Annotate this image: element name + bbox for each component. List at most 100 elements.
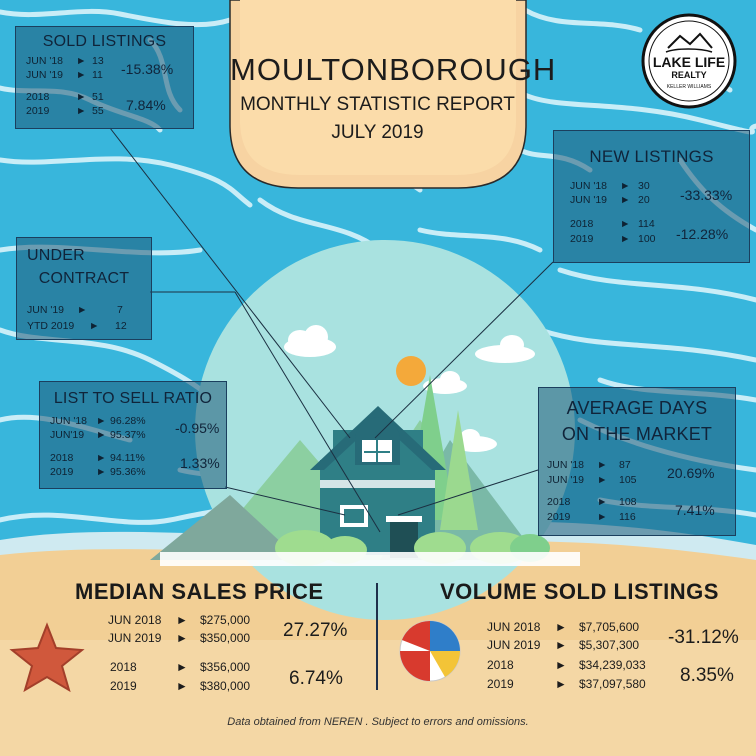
row-label: 2018 — [547, 496, 571, 508]
row-label: 2018 — [487, 658, 514, 672]
mp-pct-month: 27.27% — [283, 620, 348, 641]
arrow-icon: ► — [597, 511, 608, 523]
sold-pct-year: 7.84% — [126, 97, 166, 113]
new-row-1: JUN '18 ► 30 — [570, 180, 650, 192]
row-value: $380,000 — [200, 679, 251, 693]
under-contract-title-2: CONTRACT — [38, 270, 130, 287]
arrow-icon: ► — [555, 638, 567, 652]
arrow-icon: ► — [76, 69, 87, 81]
row-label: JUN '19 — [570, 194, 608, 206]
row-label: JUN 2018 — [487, 620, 541, 634]
mp-row-1: JUN 2018 ► $275,000 — [108, 613, 250, 627]
row-label: JUN '18 — [570, 180, 608, 192]
arrow-icon: ► — [597, 496, 608, 508]
logo-mark — [641, 13, 737, 109]
row-label: 2018 — [110, 660, 137, 674]
row-label: 2018 — [50, 452, 74, 464]
row-value: 20 — [638, 194, 650, 206]
new-pct-month: -33.33% — [680, 187, 733, 203]
footer-disclaimer: Data obtained from NEREN . Subject to er… — [227, 716, 529, 728]
lts-row-4: 2019 ► 95.36% — [50, 466, 146, 478]
row-value: $5,307,300 — [579, 638, 640, 652]
lts-pct-month: -0.95% — [175, 420, 220, 436]
row-label: JUN '18 — [547, 459, 585, 471]
row-label: 2019 — [110, 679, 137, 693]
sold-listings-panel: SOLD LISTINGS JUN '18 ► 13 JUN '19 ► 11 … — [15, 26, 194, 129]
arrow-icon: ► — [96, 466, 107, 478]
vs-pct-year: 8.35% — [680, 665, 734, 686]
row-value: 13 — [92, 55, 104, 67]
lake-life-logo: LAKE LIFE REALTY KELLER WILLIAMS — [640, 12, 738, 110]
mountain-left — [150, 495, 300, 560]
row-value: 95.37% — [110, 429, 146, 441]
new-listings-panel: NEW LISTINGS JUN '18 ► 30 JUN '19 ► 20 2… — [553, 130, 750, 263]
arrow-icon: ► — [96, 415, 107, 427]
row-label: 2019 — [547, 511, 571, 523]
row-label: JUN '18 — [26, 55, 64, 67]
lts-row-1: JUN '18 ► 96.28% — [50, 415, 146, 427]
row-value: $350,000 — [200, 631, 251, 645]
adm-row-2: JUN '19 ► 105 — [547, 474, 637, 486]
lts-pct-year: 1.33% — [180, 455, 220, 471]
row-label: JUN 2019 — [108, 631, 162, 645]
uc-row-1: JUN '19 ► 7 — [27, 304, 123, 316]
arrow-icon: ► — [620, 180, 631, 192]
shore-line — [160, 552, 580, 566]
vs-pct-month: -31.12% — [668, 627, 739, 648]
vs-row-1: JUN 2018 ► $7,705,600 — [487, 620, 639, 634]
report-subtitle: MONTHLY STATISTIC REPORT — [240, 94, 515, 115]
row-label: 2018 — [26, 91, 50, 103]
row-value: $34,239,033 — [579, 658, 646, 672]
page-title: MOULTONBOROUGH — [230, 52, 557, 87]
row-value: $356,000 — [200, 660, 251, 674]
median-price-title: MEDIAN SALES PRICE — [75, 579, 324, 604]
arrow-icon: ► — [597, 459, 608, 471]
row-value: 108 — [619, 496, 637, 508]
arrow-icon: ► — [96, 452, 107, 464]
row-label: JUN '19 — [27, 304, 65, 316]
adm-row-4: 2019 ► 116 — [547, 511, 636, 523]
vs-row-4: 2019 ► $37,097,580 — [487, 677, 646, 691]
sold-pct-month: -15.38% — [121, 61, 174, 77]
logo-text-sub: REALTY — [671, 70, 707, 80]
avg-days-title-2: ON THE MARKET — [561, 424, 713, 444]
arrow-icon: ► — [176, 679, 188, 693]
row-value: $275,000 — [200, 613, 251, 627]
arrow-icon: ► — [620, 194, 631, 206]
row-value: 12 — [115, 320, 127, 332]
list-to-sell-panel: LIST TO SELL RATIO JUN '18 ► 96.28% JUN'… — [39, 381, 227, 489]
row-label: JUN 2018 — [108, 613, 162, 627]
arrow-icon: ► — [555, 658, 567, 672]
arrow-icon: ► — [89, 320, 100, 332]
beach-ball-icon — [399, 620, 461, 682]
arrow-icon: ► — [176, 613, 188, 627]
row-value: 116 — [619, 511, 636, 523]
avg-days-title-1: AVERAGE DAYS — [566, 398, 708, 418]
arrow-icon: ► — [76, 55, 87, 67]
row-value: 105 — [619, 474, 637, 486]
logo-text-main: LAKE LIFE — [652, 54, 726, 70]
row-value: 7 — [117, 304, 123, 316]
new-row-2: JUN '19 ► 20 — [570, 194, 650, 206]
lts-row-3: 2018 ► 94.11% — [50, 452, 145, 464]
arrow-icon: ► — [555, 677, 567, 691]
arrow-icon: ► — [77, 304, 88, 316]
avg-days-panel: AVERAGE DAYS ON THE MARKET JUN '18 ► 87 … — [538, 387, 736, 536]
mp-pct-year: 6.74% — [289, 668, 343, 689]
mp-row-3: 2018 ► $356,000 — [110, 660, 250, 674]
row-label: 2019 — [50, 466, 74, 478]
starfish-icon — [9, 622, 85, 693]
clouds — [284, 325, 535, 452]
arrow-icon: ► — [597, 474, 608, 486]
row-label: 2018 — [570, 218, 594, 230]
leader-lines — [109, 127, 554, 533]
under-contract-panel: UNDER CONTRACT JUN '19 ► 7 YTD 2019 ► 12 — [16, 237, 152, 340]
row-label: JUN '19 — [26, 69, 64, 81]
adm-pct-year: 7.41% — [675, 502, 715, 518]
adm-row-1: JUN '18 ► 87 — [547, 459, 631, 471]
row-label: JUN'19 — [50, 429, 85, 441]
row-value: 94.11% — [110, 452, 145, 464]
arrow-icon: ► — [76, 105, 87, 117]
sold-row-1: JUN '18 ► 13 — [26, 55, 104, 67]
mp-row-4: 2019 ► $380,000 — [110, 679, 250, 693]
